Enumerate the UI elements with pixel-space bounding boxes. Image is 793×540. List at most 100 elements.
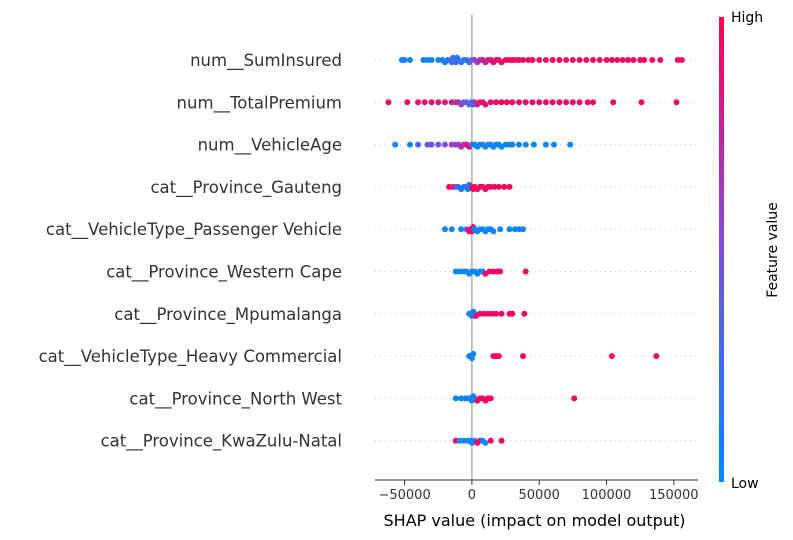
shap-dot [576, 57, 583, 63]
shap-dot [415, 99, 422, 106]
feature-row-guides [375, 59, 698, 442]
shap-dot [487, 395, 494, 402]
shap-dot [567, 141, 574, 148]
x-tick-label: 100000 [582, 488, 632, 503]
colorbar-high-label: High [731, 10, 763, 26]
feature-label: cat__Province_Gauteng [150, 178, 342, 198]
shap-dot [522, 99, 529, 106]
shap-dot [498, 310, 505, 317]
shap-dot [576, 99, 583, 106]
shap-dot [401, 57, 408, 63]
shap-dot [614, 57, 621, 63]
shap-dot [556, 57, 563, 63]
feature-label: num__TotalPremium [177, 93, 342, 113]
shap-dot [497, 268, 504, 275]
shap-dot [530, 141, 537, 148]
shap-dot [520, 353, 527, 360]
shap-dot [428, 141, 435, 148]
shap-dot [435, 99, 442, 106]
shap-dot [563, 99, 570, 106]
shap-dot [498, 99, 505, 106]
shap-dot [448, 226, 455, 233]
shap-dot [487, 99, 494, 106]
shap-dot [542, 99, 549, 106]
feature-label: cat__Province_Mpumalanga [114, 305, 342, 325]
shap-dot [649, 57, 656, 63]
shap-dot [482, 439, 489, 446]
shap-dot [385, 99, 392, 106]
colorbar-low-label: Low [731, 476, 759, 492]
feature-label: num__SumInsured [190, 51, 342, 71]
shap-dot [470, 350, 477, 357]
shap-dot [571, 395, 578, 402]
shap-dot [549, 57, 556, 63]
shap-dot [653, 353, 660, 360]
colorbar-title: Feature value [765, 202, 781, 298]
shap-dot [509, 141, 516, 148]
shap-dot [673, 99, 680, 106]
shap-dot [520, 226, 527, 233]
shap-dot [490, 228, 497, 235]
feature-labels: num__SumInsured num__TotalPremium num__Veh… [39, 51, 343, 452]
shap-dot [506, 183, 513, 190]
feature-label: cat__Province_KwaZulu-Natal [101, 432, 342, 452]
feature-label: cat__VehicleType_Passenger Vehicle [46, 220, 342, 240]
feature-label: cat__VehicleType_Heavy Commercial [39, 347, 342, 367]
shap-dot [590, 57, 597, 63]
shap-dot [608, 57, 615, 63]
shap-dot [406, 57, 413, 63]
shap-dot [441, 141, 448, 148]
shap-dot [657, 57, 664, 63]
shap-dot [610, 99, 617, 106]
shap-dot [520, 57, 527, 63]
shap-dot [603, 57, 610, 63]
shap-dot [428, 99, 435, 106]
shap-dot [549, 99, 556, 106]
shap-dot [529, 57, 536, 63]
shap-dot [596, 57, 603, 63]
shap-dot [487, 437, 494, 444]
shap-dot [415, 141, 422, 148]
shap-dot [529, 99, 536, 106]
feature-label: cat__Province_North West [129, 389, 342, 409]
feature-label: cat__Province_Western Cape [106, 263, 342, 283]
shap-dot [493, 310, 500, 317]
shap-dot [503, 99, 510, 106]
shap-dot [638, 99, 645, 106]
feature-label: num__VehicleAge [198, 136, 342, 156]
x-tick-label: 50000 [519, 488, 560, 503]
shap-dot [428, 57, 435, 63]
shap-dot [521, 310, 528, 317]
shap-dot [509, 99, 516, 106]
x-axis-title: SHAP value (impact on model output) [384, 511, 686, 530]
shap-dot [522, 268, 529, 275]
shap-dot [583, 57, 590, 63]
shap-dot [495, 353, 502, 360]
x-tick-label: 0 [468, 488, 476, 503]
shap-dot [550, 141, 557, 148]
shap-dot [608, 353, 615, 360]
shap-dot [495, 183, 502, 190]
shap-dot [406, 141, 413, 148]
shap-dot [522, 141, 529, 148]
shap-dot [498, 437, 505, 444]
shap-dot [404, 99, 411, 106]
shap-dot [516, 141, 523, 148]
shap-dot [482, 101, 489, 108]
shap-dot [678, 57, 685, 63]
shap-dot [569, 99, 576, 106]
shap-dot [625, 57, 632, 63]
shap-dot [421, 99, 428, 106]
shap-dot [584, 99, 591, 106]
shap-dot [501, 183, 508, 190]
x-axis-ticks: −50000 0 50000 100000 150000 [378, 480, 699, 503]
shap-dot [493, 99, 500, 106]
shap-dot [506, 226, 513, 233]
shap-dot [556, 99, 563, 106]
shap-dot [563, 57, 570, 63]
colorbar [719, 17, 724, 482]
shap-dot [542, 141, 549, 148]
shap-dot [497, 226, 504, 233]
shap-dot [542, 57, 549, 63]
